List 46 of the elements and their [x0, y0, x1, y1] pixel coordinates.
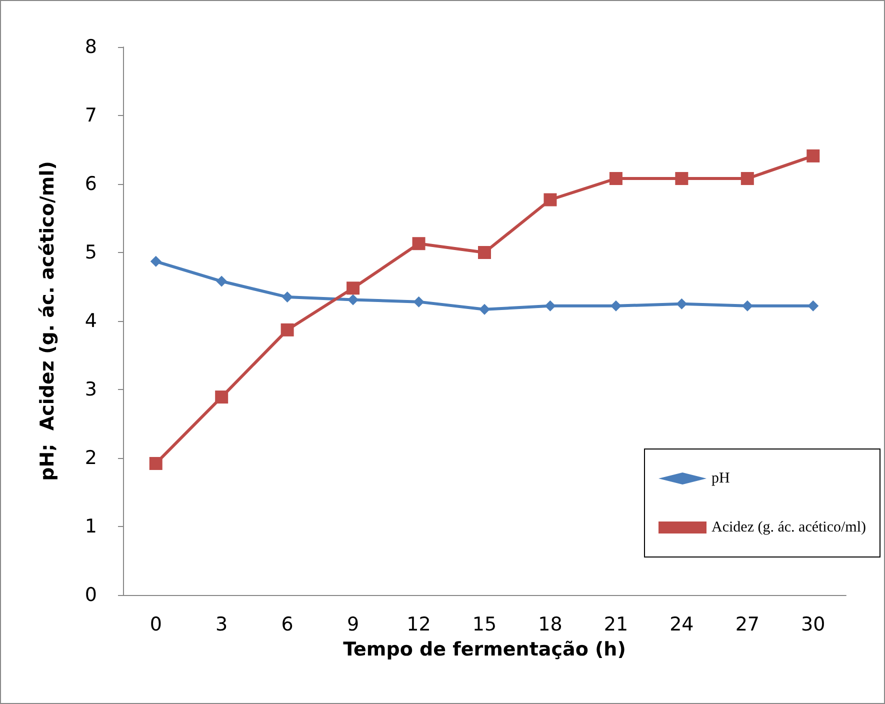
point [676, 298, 688, 310]
x-tick-label: 18 [538, 614, 562, 636]
point [740, 172, 754, 186]
point [348, 294, 359, 306]
y-tick-label: 1 [84, 516, 97, 538]
legend-label: Acidez (g. ác. acético/ml) [712, 520, 866, 536]
point [808, 300, 819, 312]
point [806, 149, 820, 162]
point [150, 256, 162, 267]
x-axis-title: Tempo de fermentação (h) [343, 638, 626, 660]
y-tick-label: 8 [84, 36, 97, 58]
y-tick-label: 0 [84, 584, 97, 606]
y-axis-title: pH; Acidez (g. ác. acético/ml) [36, 161, 58, 481]
x-tick-label: 27 [735, 614, 760, 636]
x-tick-label: 21 [604, 614, 628, 636]
legend-label: pH [712, 470, 730, 486]
x-tick-label: 0 [150, 614, 162, 636]
y-tick-label: 4 [84, 310, 97, 332]
point [282, 292, 293, 303]
y-tick-label: 2 [84, 447, 97, 469]
y-tick-label: 7 [84, 104, 97, 126]
point [413, 296, 424, 308]
x-tick-label: 24 [670, 614, 694, 636]
x-tick-label: 15 [472, 614, 497, 636]
x-tick-label: 3 [216, 614, 228, 636]
x-tick-label: 9 [347, 614, 360, 636]
point [412, 237, 426, 250]
point [280, 323, 294, 336]
y-tick-label: 6 [84, 173, 97, 195]
point [479, 304, 490, 315]
point [216, 276, 228, 287]
point [544, 300, 556, 312]
y-tick-label: 5 [84, 242, 97, 264]
point [610, 300, 622, 312]
x-tick-label: 6 [281, 614, 294, 636]
x-tick-label: 30 [801, 614, 826, 636]
point [478, 246, 491, 259]
point [346, 282, 360, 295]
y-tick-label: 3 [84, 378, 97, 400]
point [675, 172, 688, 186]
x-tick-label: 12 [406, 614, 431, 636]
point [215, 390, 228, 404]
point [544, 193, 557, 206]
point [609, 172, 622, 186]
point [742, 300, 753, 312]
point [149, 456, 162, 470]
